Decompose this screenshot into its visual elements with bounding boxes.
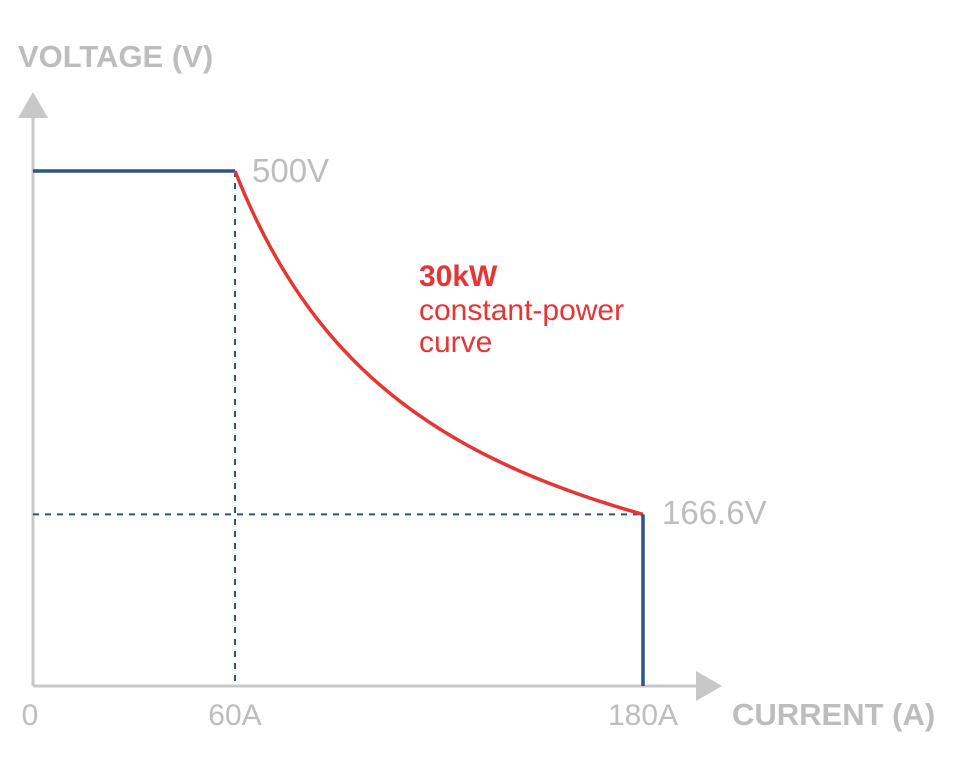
guides xyxy=(33,171,643,686)
value-label-500v: 500V xyxy=(252,152,329,189)
annotation-line2: curve xyxy=(419,326,492,359)
x-axis-arrow xyxy=(696,671,722,701)
annotation-line1: constant-power xyxy=(419,294,624,327)
x-tick-label-180a: 180A xyxy=(608,699,678,732)
x-tick-label-60a: 60A xyxy=(208,699,261,732)
series-constant-power-curve xyxy=(233,170,644,517)
power-curve-annotation: 30kW constant-power curve xyxy=(419,260,624,359)
axes xyxy=(18,92,722,701)
annotation-title: 30kW xyxy=(419,260,498,293)
x-axis-title: CURRENT (A) xyxy=(732,697,935,732)
value-label-166v: 166.6V xyxy=(662,494,767,531)
x-tick-label-0: 0 xyxy=(22,699,39,732)
y-axis-title: VOLTAGE (V) xyxy=(18,39,213,74)
y-axis-arrow xyxy=(18,92,48,118)
